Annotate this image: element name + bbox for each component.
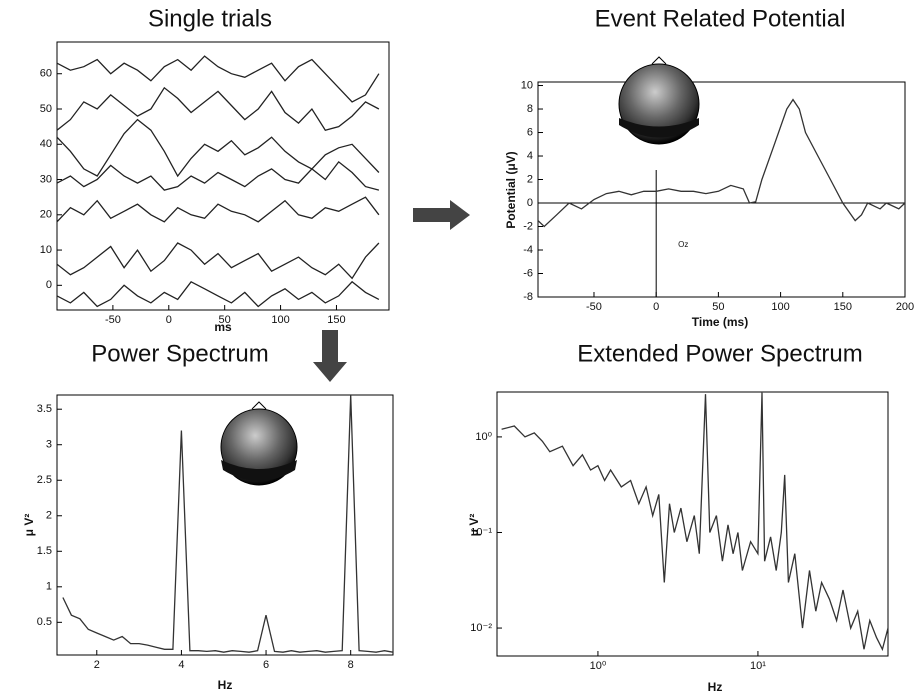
- x-tick-label: 6: [263, 659, 269, 671]
- y-tick-label: 2.5: [37, 474, 52, 486]
- y-tick-label: 10⁰: [475, 431, 492, 443]
- data-line: [57, 86, 380, 131]
- x-axis-label: ms: [214, 320, 232, 334]
- arrow-right: [413, 200, 470, 230]
- data-line: [57, 118, 380, 178]
- y-tick-label: 1: [46, 581, 52, 593]
- data-line: [57, 280, 380, 308]
- y-tick-label: 30: [40, 173, 52, 185]
- data-line: [57, 242, 380, 280]
- y-axis-label: μ V²: [22, 514, 36, 537]
- y-tick-label: 3.5: [37, 403, 52, 415]
- y-tick-label: 2: [527, 173, 533, 185]
- x-axis-label: Hz: [708, 680, 723, 694]
- data-line: [57, 55, 380, 103]
- y-tick-label: -6: [523, 267, 533, 279]
- x-tick-label: 0: [166, 314, 172, 326]
- scalp-map: [220, 401, 298, 486]
- data-line: [57, 196, 380, 223]
- x-tick-label: 150: [834, 301, 852, 313]
- x-axis-label: Hz: [218, 678, 233, 692]
- y-tick-label: 0: [527, 197, 533, 209]
- y-tick-label: -2: [523, 220, 533, 232]
- y-tick-label: 20: [40, 209, 52, 221]
- data-line: [501, 392, 888, 652]
- x-tick-label: 10⁰: [590, 660, 607, 672]
- x-tick-label: 10¹: [750, 660, 766, 672]
- x-tick-label: 100: [271, 314, 289, 326]
- chart-title: Single trials: [148, 5, 272, 32]
- chart: Single trials -50 0 50 100 150 0 10 20 30 40 50 60 ms: [40, 5, 390, 334]
- x-tick-label: -50: [586, 301, 602, 313]
- chart-title: Power Spectrum: [91, 340, 268, 367]
- x-tick-label: 150: [327, 314, 345, 326]
- y-tick-label: 10: [40, 244, 52, 256]
- y-tick-label: 10⁻²: [470, 622, 492, 634]
- chart-title: Event Related Potential: [595, 5, 846, 32]
- y-tick-label: 8: [527, 103, 533, 115]
- y-tick-label: 0.5: [37, 616, 52, 628]
- x-tick-label: 200: [896, 301, 914, 313]
- x-tick-label: 100: [771, 301, 789, 313]
- y-tick-label: 40: [40, 138, 52, 150]
- y-tick-label: 1.5: [37, 545, 52, 557]
- y-axis-label: μ V²: [467, 514, 481, 537]
- annotation: Oz: [678, 240, 688, 249]
- y-axis-label: Potential (μV): [504, 151, 518, 228]
- x-tick-label: -50: [105, 314, 121, 326]
- x-tick-label: 50: [712, 301, 724, 313]
- y-tick-label: 6: [527, 126, 533, 138]
- y-tick-label: 2: [46, 510, 52, 522]
- data-line: [57, 160, 380, 191]
- y-tick-label: 50: [40, 103, 52, 115]
- decor: [220, 56, 700, 486]
- chart: Power Spectrum 2 4 6 8 0.5 1 1.5 2 2.5 3 3.5 Hz μ V²: [22, 340, 394, 692]
- y-tick-label: 0: [46, 279, 52, 291]
- x-tick-label: 0: [653, 301, 659, 313]
- scalp-map: [618, 56, 700, 145]
- chart-title: Extended Power Spectrum: [577, 340, 862, 367]
- data-line: [538, 98, 905, 228]
- y-tick-label: 10: [521, 79, 533, 91]
- y-tick-label: 60: [40, 68, 52, 80]
- arrow-down: [313, 330, 347, 382]
- plot-frame: [56, 41, 390, 311]
- y-tick-label: 4: [527, 150, 533, 162]
- x-tick-label: 2: [94, 659, 100, 671]
- data-line: [62, 395, 393, 653]
- x-tick-label: 50: [219, 314, 231, 326]
- x-axis-label: Time (ms): [692, 315, 748, 329]
- chart: Event Related Potential-50 0 50 100 150 200-8…: [504, 5, 914, 329]
- x-tick-label: 4: [178, 659, 184, 671]
- x-tick-label: 8: [348, 659, 354, 671]
- y-tick-label: -8: [523, 291, 533, 303]
- y-tick-label: 3: [46, 439, 52, 451]
- y-tick-label: -4: [523, 244, 533, 256]
- chart: Extended Power Spectrum 10⁰ 10¹ 10⁻² 10⁻¹ 10⁰…: [467, 340, 889, 694]
- y-tick-label: 10⁻¹: [470, 526, 492, 538]
- plot-frame: [537, 81, 906, 298]
